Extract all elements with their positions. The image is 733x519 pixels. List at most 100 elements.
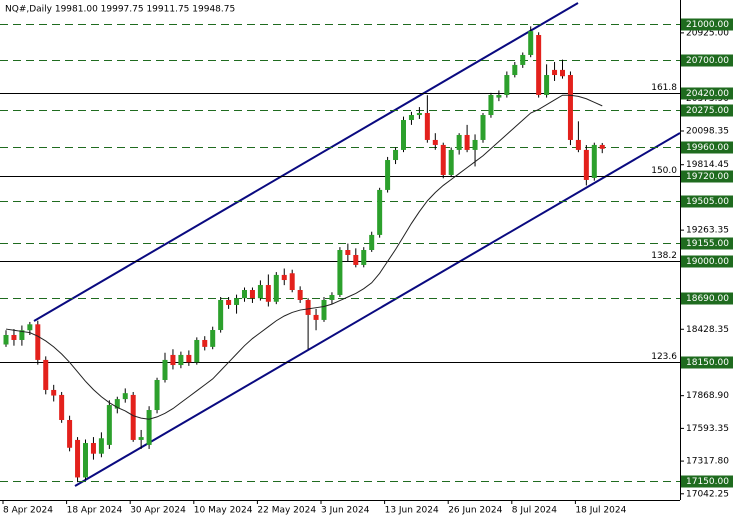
candle-body [385,160,391,190]
candle-body [575,139,581,150]
candle-body [583,149,589,180]
candle-body [496,94,502,98]
level-label: 18150.00 [686,358,729,368]
candle-body [552,69,558,76]
y-tick-label: 18428.35 [686,325,729,335]
candle-body [377,189,383,235]
candle-body [321,299,327,320]
candle-body [305,299,311,315]
candle-body [504,75,510,95]
level-label-box [681,237,733,250]
candle-body [3,334,9,345]
candle-body [170,354,176,366]
candle-body [520,54,526,65]
candle-body [369,234,375,250]
level-label-box [681,292,733,305]
x-tick-label: 18 Jul 2024 [575,506,626,516]
candle-body [353,254,359,265]
level-label-box [681,356,733,369]
candle-body [472,139,478,150]
level-label: 19505.00 [686,197,729,207]
candle-body [27,324,33,331]
fib-label: 161.8 [651,83,677,93]
candle-body [194,339,200,363]
x-tick-label: 18 Apr 2024 [67,506,123,516]
level-label: 20700.00 [686,56,729,66]
level-label-box [681,195,733,208]
y-tick-label: 19814.45 [686,160,729,170]
candle-body [210,330,216,347]
level-label: 17150.00 [686,477,729,487]
candle-body [19,330,25,340]
candle-body [480,115,486,140]
candle-body [464,134,470,150]
candle-body [448,149,454,175]
candle-body [218,299,224,331]
chart-title: NQ#,Daily 19981.00 19997.75 19911.75 199… [5,5,235,15]
candle-body [202,339,208,347]
y-tick-label: 19263.35 [686,226,729,236]
level-label-box [681,104,733,117]
candle-body [599,144,605,149]
fib-label: 150.0 [651,166,677,176]
level-label-box [681,255,733,268]
candle-body [226,299,232,305]
candle-body [416,113,422,116]
y-tick-label: 17317.80 [686,457,729,467]
x-tick-label: 3 Jun 2024 [321,506,370,516]
candle-body [67,419,73,448]
candle-body [281,274,287,281]
x-tick-label: 13 Jun 2024 [385,506,439,516]
level-label-box [681,18,733,31]
candle-body [401,120,406,150]
candle-body [106,405,112,445]
fib-label: 123.6 [651,352,677,362]
candle-body [345,250,351,255]
y-tick-label: 17042.25 [686,489,729,499]
y-tick-label: 20098.35 [686,127,729,137]
level-label: 19720.00 [686,172,729,182]
candle-body [591,144,597,178]
candle-body [408,115,414,121]
candle-body [273,274,279,302]
channel-upper [33,2,579,322]
candle-body [59,394,65,420]
candle-body [313,314,319,320]
candle-body [528,31,534,55]
candle-body [337,250,343,295]
level-label: 20420.00 [686,89,729,99]
candle-body [90,443,96,454]
candle-body [75,439,81,478]
candle-body [162,359,168,380]
level-label-box [681,141,733,154]
level-label-box [681,87,733,100]
candle-body [114,399,120,409]
y-tick-label: 17868.90 [686,391,729,401]
candle-body [11,334,17,340]
candle-body [393,149,399,161]
x-tick-label: 30 Apr 2024 [130,506,186,516]
candle-body [249,290,255,299]
level-label: 19000.00 [686,257,729,267]
candle-body [560,69,565,77]
level-label: 19155.00 [686,239,729,249]
candle-body [329,294,335,300]
candle-body [488,94,494,116]
candle-body [536,35,542,95]
level-label-box [681,475,733,488]
x-tick-label: 22 May 2024 [257,506,316,516]
level-label: 20275.00 [686,106,729,116]
candle-body [35,324,41,360]
candle-body [424,113,430,140]
candle-body [567,75,573,140]
candle-body [512,64,518,76]
level-label-box [681,170,733,183]
y-tick-label: 17593.35 [686,424,729,434]
x-tick-label: 8 Apr 2024 [3,506,53,516]
level-label-box [681,54,733,67]
candle-body [98,438,104,454]
x-tick-label: 10 May 2024 [194,506,253,516]
